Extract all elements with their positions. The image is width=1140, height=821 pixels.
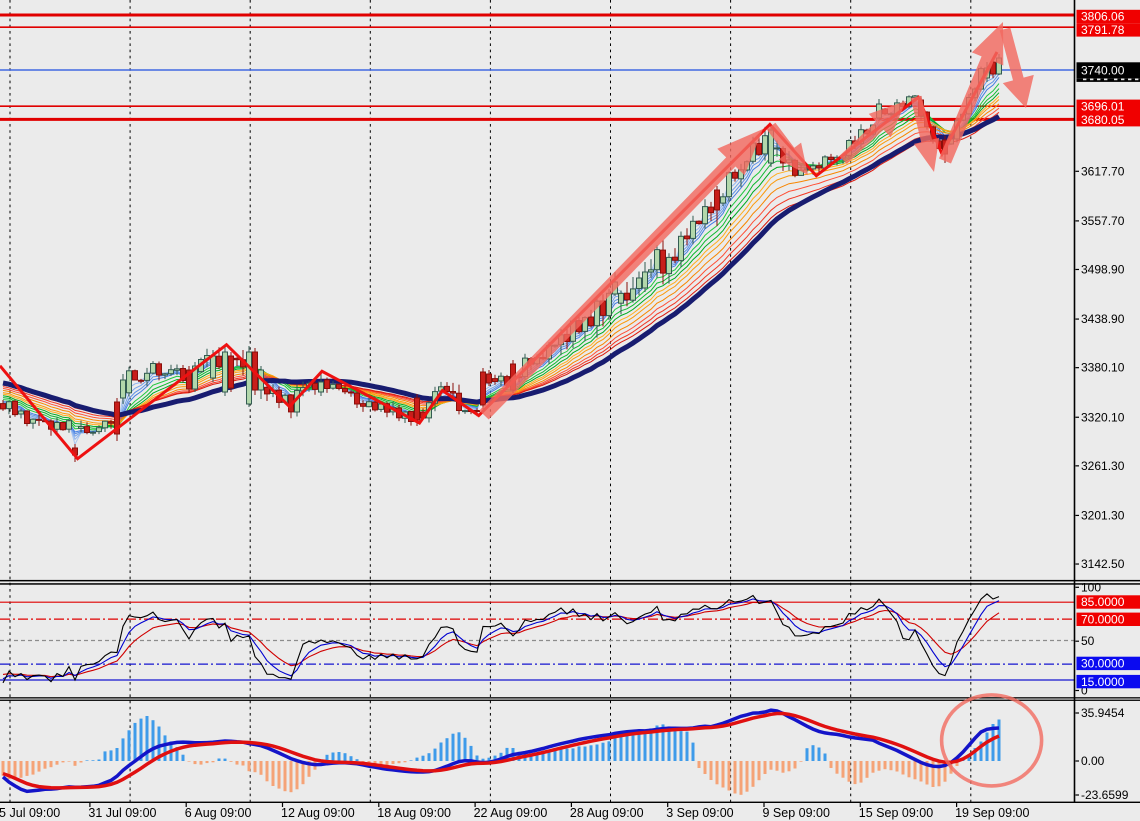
- svg-text:35.9454: 35.9454: [1081, 706, 1125, 720]
- svg-text:3201.30: 3201.30: [1081, 508, 1125, 522]
- svg-text:3680.05: 3680.05: [1081, 113, 1125, 127]
- svg-text:12 Aug 09:00: 12 Aug 09:00: [281, 806, 355, 820]
- svg-text:3696.01: 3696.01: [1081, 100, 1125, 114]
- svg-text:3438.90: 3438.90: [1081, 312, 1125, 326]
- svg-text:9 Sep 09:00: 9 Sep 09:00: [763, 806, 830, 820]
- svg-text:6 Aug 09:00: 6 Aug 09:00: [185, 806, 252, 820]
- svg-text:22 Aug 09:00: 22 Aug 09:00: [474, 806, 548, 820]
- svg-text:28 Aug 09:00: 28 Aug 09:00: [570, 806, 644, 820]
- svg-text:3 Sep 09:00: 3 Sep 09:00: [666, 806, 733, 820]
- svg-text:3142.50: 3142.50: [1081, 557, 1125, 571]
- svg-text:50: 50: [1081, 634, 1095, 648]
- svg-text:85.0000: 85.0000: [1081, 595, 1125, 609]
- svg-text:3791.78: 3791.78: [1081, 23, 1125, 37]
- svg-text:3261.30: 3261.30: [1081, 459, 1125, 473]
- svg-text:3557.70: 3557.70: [1081, 214, 1125, 228]
- svg-text:31 Jul 09:00: 31 Jul 09:00: [88, 806, 156, 820]
- svg-text:3617.70: 3617.70: [1081, 164, 1125, 178]
- svg-text:15.0000: 15.0000: [1081, 675, 1125, 689]
- svg-text:100: 100: [1081, 580, 1101, 594]
- svg-text:0: 0: [1081, 684, 1088, 698]
- svg-text:25 Jul 09:00: 25 Jul 09:00: [0, 806, 60, 820]
- svg-text:19 Sep 09:00: 19 Sep 09:00: [955, 806, 1029, 820]
- svg-text:70.0000: 70.0000: [1081, 613, 1125, 627]
- svg-text:3380.10: 3380.10: [1081, 361, 1125, 375]
- svg-text:3806.06: 3806.06: [1081, 10, 1125, 24]
- svg-text:3498.90: 3498.90: [1081, 262, 1125, 276]
- svg-text:3740.00: 3740.00: [1081, 64, 1125, 78]
- svg-text:3320.10: 3320.10: [1081, 410, 1125, 424]
- svg-text:15 Sep 09:00: 15 Sep 09:00: [859, 806, 933, 820]
- svg-text:30.0000: 30.0000: [1081, 657, 1125, 671]
- svg-text:-23.6599: -23.6599: [1081, 788, 1129, 802]
- svg-text:18 Aug 09:00: 18 Aug 09:00: [377, 806, 451, 820]
- svg-text:0.00: 0.00: [1081, 754, 1105, 768]
